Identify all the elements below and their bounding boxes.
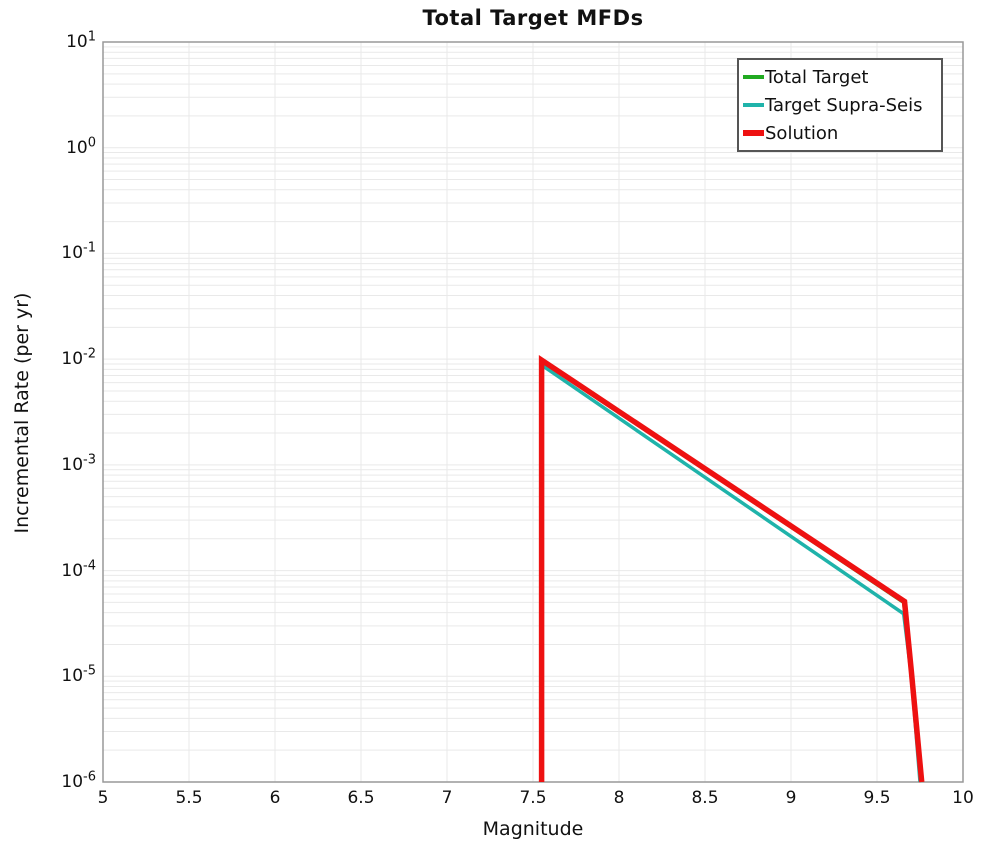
legend-line-swatch — [743, 75, 764, 79]
x-tick-label: 9.5 — [863, 788, 891, 808]
legend-item-solution: Solution — [743, 119, 937, 147]
x-tick-label: 6.5 — [347, 788, 375, 808]
x-tick-label: 6 — [269, 788, 281, 808]
legend-label: Solution — [765, 122, 839, 144]
legend-item-total-target: Total Target — [743, 63, 937, 91]
legend-line-swatch — [743, 130, 764, 136]
legend-label: Target Supra-Seis — [765, 94, 923, 116]
legend-item-target-supra-seis: Target Supra-Seis — [743, 91, 937, 119]
x-tick-label: 8.5 — [691, 788, 719, 808]
y-tick-label: 10-6 — [61, 769, 96, 792]
y-tick-label: 10-3 — [61, 452, 96, 475]
x-tick-label: 8 — [613, 788, 625, 808]
y-tick-label: 10-4 — [61, 557, 96, 581]
plot-frame — [102, 41, 964, 783]
x-tick-label: 7 — [441, 788, 453, 808]
series-solution — [538, 354, 925, 783]
chart-title: Total Target MFDs — [422, 6, 644, 30]
legend: Total Target Target Supra-Seis Solution — [737, 58, 943, 152]
legend-label: Total Target — [765, 66, 869, 88]
x-tick-label: 5 — [97, 788, 109, 808]
x-tick-label: 9 — [785, 788, 797, 808]
y-axis-label: Incremental Rate (per yr) — [11, 292, 33, 534]
y-tick-label: 10-1 — [61, 240, 96, 264]
y-tick-label: 101 — [66, 29, 96, 52]
y-tick-label: 100 — [66, 135, 96, 158]
y-tick-label: 10-2 — [61, 346, 96, 370]
x-tick-label: 5.5 — [175, 788, 203, 808]
x-axis-label: Magnitude — [482, 818, 584, 840]
legend-line-swatch — [743, 103, 764, 107]
x-tick-label: 7.5 — [519, 788, 547, 808]
y-tick-label: 10-5 — [61, 663, 96, 687]
x-tick-label: 10 — [952, 788, 974, 808]
